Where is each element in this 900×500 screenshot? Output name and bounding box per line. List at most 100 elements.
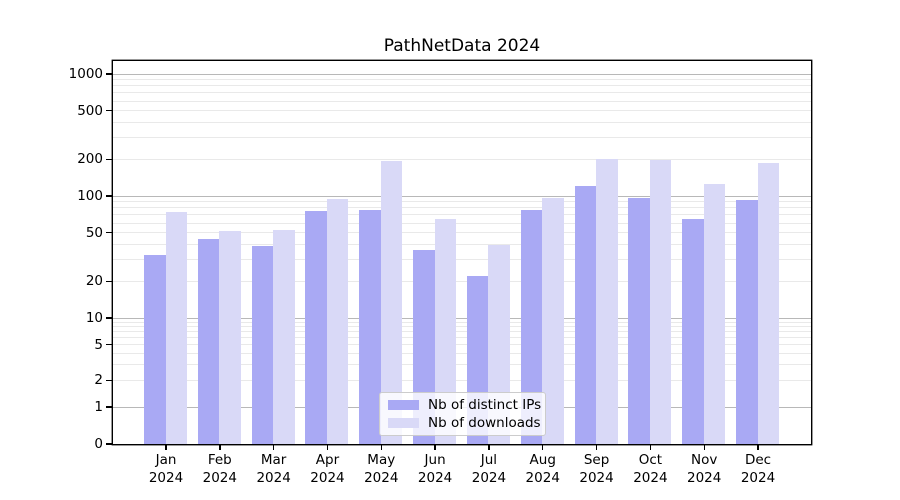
- x-tick-mark: [434, 444, 436, 450]
- minor-gridline: [113, 214, 811, 216]
- bar-distinct-ips-mar: [251, 245, 274, 444]
- x-tick-mark: [488, 444, 490, 450]
- minor-gridline: [113, 244, 811, 246]
- minor-gridline: [113, 92, 811, 94]
- minor-gridline: [113, 321, 811, 323]
- minor-gridline: [113, 232, 811, 234]
- minor-gridline: [113, 344, 811, 346]
- x-tick-label: Aug 2024: [525, 452, 560, 486]
- minor-gridline: [113, 364, 811, 366]
- y-tick-label: 1000: [68, 66, 103, 82]
- x-tick-label: Mar 2024: [256, 452, 291, 486]
- legend-entry-downloads: Nb of downloads: [388, 415, 541, 431]
- minor-gridline: [113, 100, 811, 102]
- y-tick-mark: [106, 379, 112, 381]
- bar-distinct-ips-apr: [305, 210, 327, 444]
- plot-area: Nb of distinct IPs Nb of downloads: [113, 61, 811, 444]
- y-tick-label: 5: [94, 336, 103, 353]
- x-tick-label: Feb 2024: [202, 452, 237, 486]
- major-gridline: [113, 195, 811, 197]
- bar-distinct-ips-jan: [144, 254, 166, 444]
- bar-downloads-mar: [273, 229, 295, 444]
- minor-gridline: [113, 85, 811, 87]
- x-tick-label: Apr 2024: [310, 452, 345, 486]
- y-tick-mark: [106, 317, 112, 319]
- x-tick-mark: [542, 444, 544, 450]
- y-tick-label: 500: [77, 102, 103, 119]
- minor-gridline: [113, 122, 811, 124]
- minor-gridline: [113, 79, 811, 81]
- bar-distinct-ips-may: [359, 209, 381, 444]
- legend: Nb of distinct IPs Nb of downloads: [379, 392, 546, 436]
- x-tick-mark: [326, 444, 329, 450]
- y-tick-mark: [106, 110, 112, 112]
- minor-gridline: [113, 331, 811, 333]
- bar-downloads-jan: [165, 211, 187, 444]
- x-tick-label: Dec 2024: [740, 452, 776, 486]
- y-tick-label: 1: [94, 399, 103, 415]
- minor-gridline: [113, 201, 811, 203]
- minor-gridline: [113, 259, 811, 261]
- y-tick-mark: [106, 406, 112, 408]
- legend-label-1: Nb of downloads: [428, 415, 541, 431]
- minor-gridline: [113, 137, 811, 139]
- y-tick-mark: [106, 443, 112, 445]
- y-tick-mark: [106, 280, 112, 282]
- y-tick-mark: [106, 232, 112, 234]
- legend-swatch-0: [388, 399, 419, 411]
- y-tick-label: 20: [85, 273, 103, 290]
- x-tick-mark: [757, 444, 759, 450]
- bar-distinct-ips-sep: [574, 185, 597, 444]
- bar-downloads-apr: [326, 199, 349, 444]
- legend-swatch-1: [388, 417, 419, 429]
- x-tick-mark: [165, 444, 167, 450]
- y-tick-mark: [106, 195, 112, 197]
- minor-gridline: [113, 158, 811, 160]
- major-gridline: [113, 73, 811, 75]
- y-tick-mark: [106, 73, 112, 75]
- chart-title: PathNetData 2024: [383, 36, 541, 56]
- minor-gridline: [113, 222, 811, 224]
- y-tick-mark: [106, 158, 112, 160]
- x-tick-mark: [272, 444, 275, 450]
- bar-distinct-ips-dec: [736, 199, 758, 444]
- y-tick-label: 10: [85, 310, 103, 326]
- bar-distinct-ips-feb: [197, 239, 220, 444]
- bar-downloads-aug: [542, 198, 564, 444]
- x-tick-label: Oct 2024: [633, 452, 668, 486]
- x-tick-label: Nov 2024: [687, 452, 722, 486]
- y-tick-label: 200: [77, 151, 103, 168]
- x-tick-mark: [703, 444, 705, 450]
- y-tick-label: 0: [94, 436, 103, 452]
- bar-downloads-dec: [757, 163, 780, 444]
- x-tick-mark: [219, 444, 221, 450]
- bar-distinct-ips-nov: [682, 218, 704, 444]
- x-tick-label: May 2024: [364, 452, 399, 486]
- x-tick-label: Jun 2024: [417, 452, 453, 486]
- x-tick-label: Jan 2024: [148, 452, 184, 486]
- x-tick-mark: [595, 444, 598, 450]
- minor-gridline: [113, 110, 811, 112]
- bar-downloads-may: [380, 160, 403, 444]
- bar-downloads-nov: [703, 183, 726, 444]
- y-tick-mark: [106, 344, 112, 346]
- bar-downloads-jun: [434, 218, 457, 444]
- x-tick-label: Jul 2024: [471, 452, 507, 486]
- minor-gridline: [113, 337, 811, 339]
- minor-gridline: [113, 352, 811, 354]
- x-tick-mark: [649, 444, 652, 450]
- legend-entry-distinct-ips: Nb of distinct IPs: [388, 397, 541, 413]
- minor-gridline: [113, 379, 811, 381]
- minor-gridline: [113, 326, 811, 328]
- major-gridline: [113, 317, 811, 319]
- bar-distinct-ips-oct: [628, 197, 650, 444]
- minor-gridline: [113, 280, 811, 282]
- bar-distinct-ips-aug: [520, 209, 543, 444]
- bar-downloads-oct: [649, 160, 672, 444]
- y-tick-label: 2: [94, 372, 103, 389]
- x-tick-label: Sep 2024: [579, 452, 614, 486]
- minor-gridline: [113, 207, 811, 209]
- y-tick-label: 50: [85, 224, 103, 241]
- y-tick-label: 100: [77, 188, 103, 204]
